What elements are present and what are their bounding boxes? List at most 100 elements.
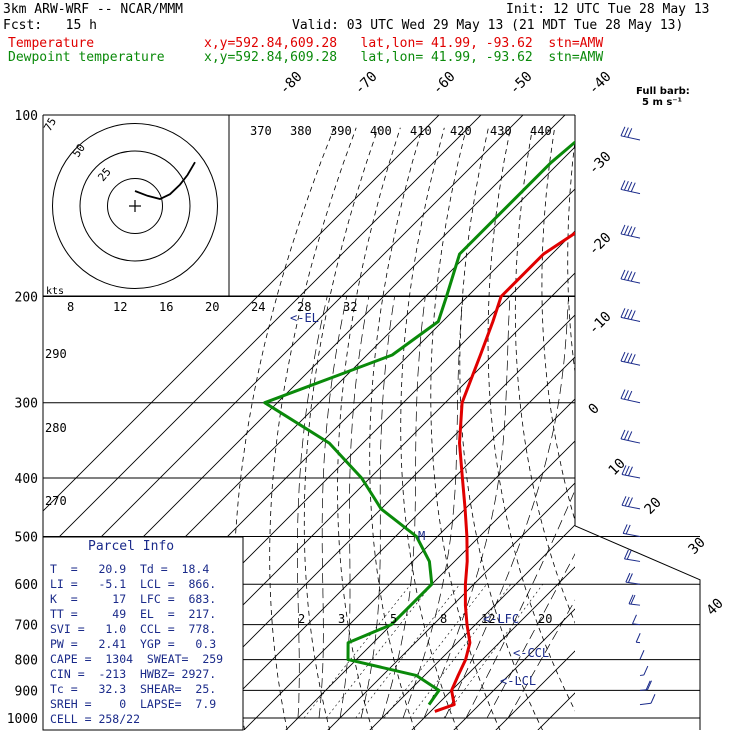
wind-barb-shaft [620, 438, 641, 444]
wind-barb-flag [632, 614, 637, 625]
wind-barb-flag [624, 465, 630, 476]
wind-barb-flag [625, 524, 631, 535]
mixing-ratio-label: 20 [205, 300, 219, 314]
isotherm-line [201, 356, 575, 730]
wind-barb-flag [621, 465, 627, 475]
isotherm-line [579, 87, 740, 730]
wind-barb-flag [627, 271, 633, 281]
temperature-tick-label: 30 [686, 535, 709, 558]
plot-right-slant [574, 525, 701, 730]
dewpoint-location: x,y=592.84,609.28 lat,lon= 41.99, -93.62… [204, 50, 604, 65]
hodograph-trace [134, 161, 196, 200]
parcel-row: K = 17 LFC = 683. [50, 592, 217, 606]
wind-barb-flag [624, 496, 630, 507]
wind-barb-flag [626, 550, 632, 560]
dry-adiabat [269, 127, 357, 730]
isotherm-line [43, 115, 482, 554]
moist-adiabat [339, 296, 370, 719]
wind-barb-shaft [639, 702, 652, 706]
wind-barb-flag [630, 226, 636, 237]
temperature-tick-label: -60 [430, 69, 459, 98]
wind-barb-flag [623, 352, 629, 363]
temperature-tick-label: 0 [586, 401, 603, 418]
wind-barb-flag [627, 390, 633, 401]
wind-barb-flag [630, 310, 636, 320]
pressure-tick-label: 200 [15, 291, 38, 306]
wind-barb-flag [623, 225, 629, 235]
dry-adiabat [487, 127, 575, 712]
level-marker-ccl: <-CCL [513, 646, 549, 660]
parcel-info-box [42, 536, 244, 731]
isotherm-line [243, 398, 575, 730]
wind-barb-flag [620, 351, 626, 362]
wind-barb-flag [627, 181, 633, 192]
mixing-ratio-label-lower: 12 [481, 612, 495, 626]
isotherm-line [327, 482, 575, 730]
isotherm-line [537, 692, 575, 730]
theta-label: 420 [450, 124, 472, 138]
barb-legend-line2: 5 m s⁻¹ [642, 97, 682, 108]
pressure-tick-label: 1000 [7, 712, 38, 727]
wind-barb-shaft [620, 360, 641, 366]
temperature-location: x,y=592.84,609.28 lat,lon= 41.99, -93.62… [204, 36, 604, 51]
mixing-ratio-label: 28 [297, 300, 311, 314]
moist-adiabat [402, 296, 464, 719]
dry-adiabat [459, 127, 543, 730]
parcel-row: T = 20.9 Td = 18.4 [50, 562, 210, 576]
parcel-row: TT = 49 EL = 217. [50, 607, 217, 621]
dry-adiabat [303, 127, 379, 730]
wind-barb-flag [623, 390, 629, 400]
wind-barb-flag [630, 354, 636, 364]
dewpoint-profile [263, 140, 575, 706]
wind-barb-shaft [620, 278, 641, 284]
temperature-tick-label: -80 [277, 69, 306, 98]
isotherm-line [159, 314, 575, 730]
temperature-profile [434, 231, 575, 713]
hodograph-ring-label: 75 [41, 116, 59, 134]
mixing-ratio-label-lower: 3 [338, 612, 345, 626]
pressure-tick-label: 300 [15, 397, 38, 412]
dry-adiabat [430, 127, 501, 730]
isotherm-line [411, 566, 575, 730]
dry-adiabat [400, 127, 458, 730]
theta-label: 400 [370, 124, 392, 138]
wind-barb-flag [620, 269, 626, 280]
wind-barb-flag [620, 180, 626, 190]
wind-barb-flag [620, 429, 626, 440]
wind-barb-flag [630, 271, 636, 282]
pressure-tick-label: 700 [15, 619, 38, 634]
dry-adiabat [514, 127, 575, 624]
dry-adiabat [617, 128, 740, 731]
wind-barb-flag [643, 665, 649, 676]
parcel-info-title: Parcel Info [88, 539, 175, 554]
wind-barb-flag [635, 633, 641, 643]
theta-e-label: 280 [45, 421, 67, 435]
wind-barb-flag [623, 308, 629, 319]
wind-barb-shaft [621, 504, 641, 510]
dry-adiabat [567, 137, 575, 376]
temperature-tick-label: -30 [586, 149, 615, 178]
wind-barb-flag [627, 128, 633, 138]
hodograph-ring-label: 50 [70, 141, 88, 159]
wind-barb-flag [628, 466, 633, 476]
dry-adiabat [664, 128, 740, 731]
wind-barb-shaft [620, 135, 641, 141]
barb-legend-line1: Full barb: [636, 86, 690, 97]
wind-barb-shaft [620, 316, 641, 322]
wind-barb-flag [625, 572, 631, 583]
dry-adiabat [641, 128, 740, 731]
hodograph-ring-75 [52, 123, 218, 289]
wind-barb-flag [622, 524, 628, 534]
theta-label: 370 [250, 124, 272, 138]
valid-time: Valid: 03 UTC Wed 29 May 13 (21 MDT Tue … [292, 18, 684, 33]
wind-barb-flag [627, 431, 633, 441]
wind-barb-flag [620, 126, 626, 137]
pressure-tick-label: 500 [15, 530, 38, 545]
temperature-legend: Temperature [8, 36, 95, 51]
temperature-tick-label: -50 [507, 69, 536, 98]
level-marker-lfc: <-LFC [483, 612, 519, 626]
hodograph: 75 50 25 kts [41, 116, 218, 297]
level-marker-el: <-EL [290, 311, 319, 325]
mixing-ratio-label-lower: 20 [538, 612, 552, 626]
